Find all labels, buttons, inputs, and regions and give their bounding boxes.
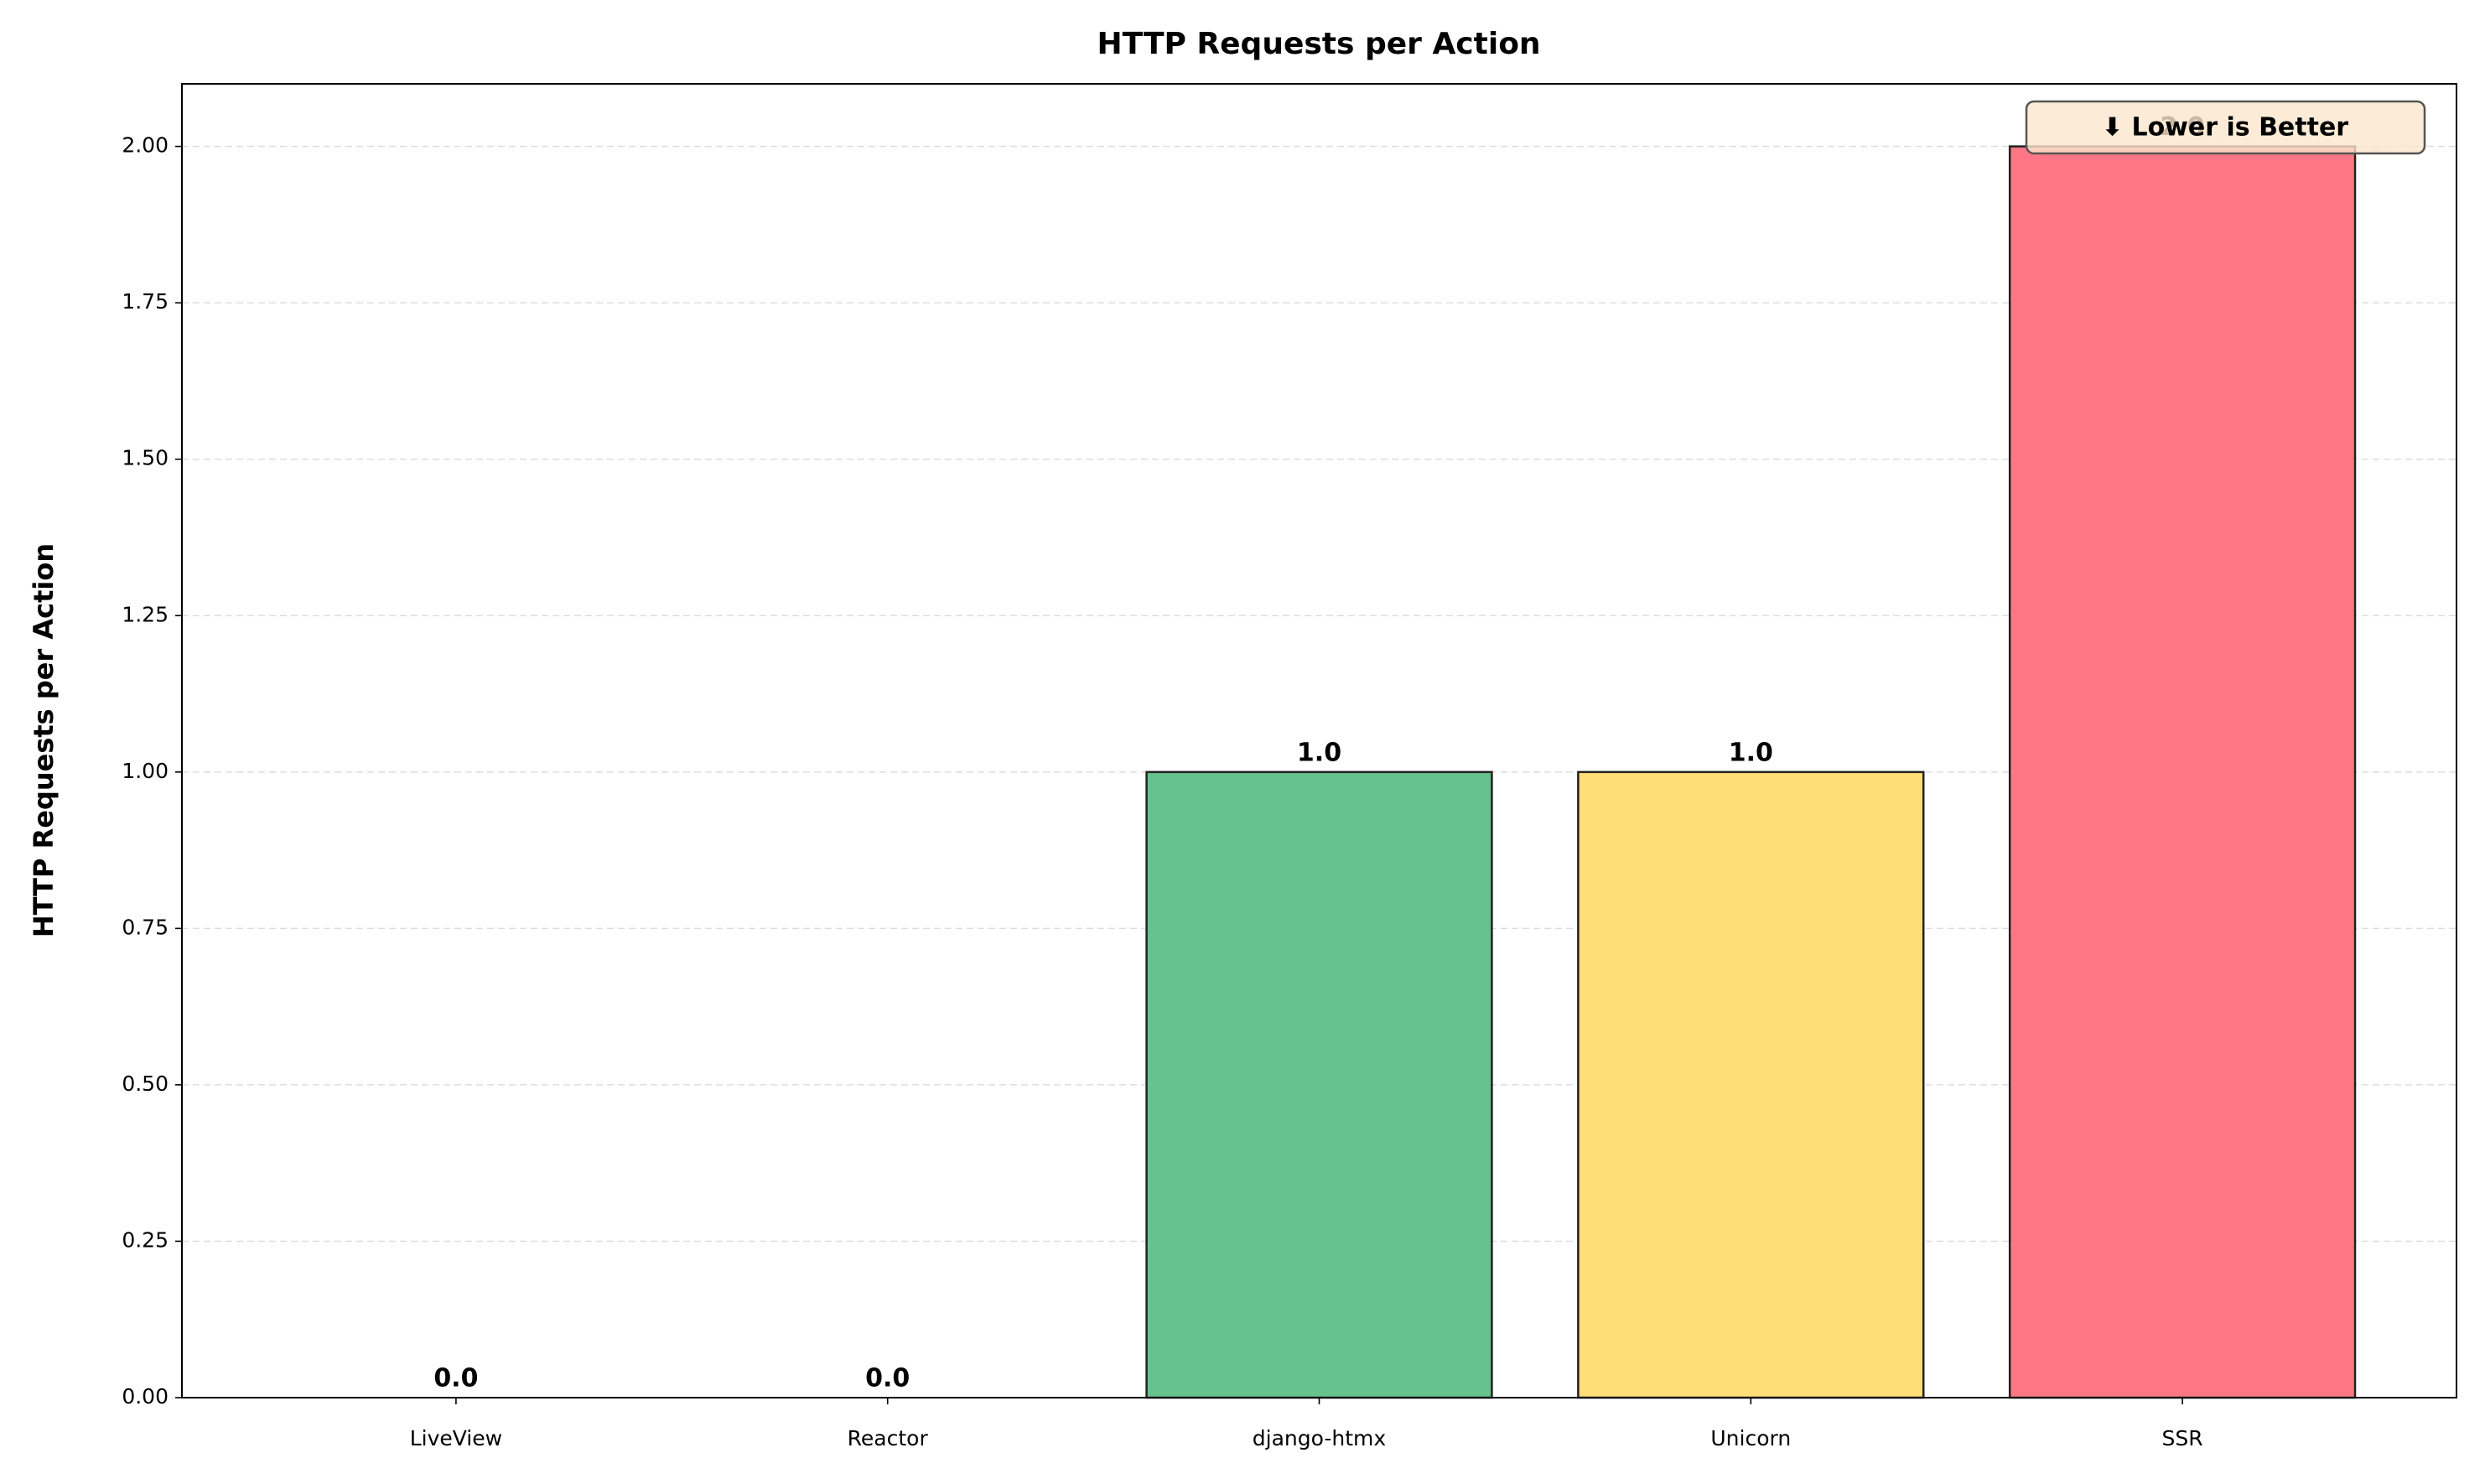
x-tick-label: Reactor [848, 1426, 929, 1450]
x-tick-label: SSR [2162, 1426, 2203, 1450]
x-tick-label: LiveView [410, 1426, 502, 1450]
y-tick-label: 1.50 [122, 446, 169, 470]
value-label: 1.0 [1297, 738, 1341, 767]
x-tick-label: Unicorn [1710, 1426, 1791, 1450]
axes-frame [181, 83, 2457, 1398]
y-tick-label: 1.75 [122, 289, 169, 314]
y-tick-label: 0.50 [122, 1071, 169, 1096]
y-axis-label: HTTP Requests per Action [28, 543, 60, 937]
value-label: 0.0 [865, 1364, 910, 1393]
y-tick-label: 0.00 [122, 1384, 169, 1409]
annotation-box [2025, 100, 2426, 155]
x-tick-label: django-htmx [1253, 1426, 1386, 1450]
y-tick-label: 0.25 [122, 1227, 169, 1252]
y-tick-label: 0.75 [122, 915, 169, 939]
value-label: 1.0 [1729, 738, 1773, 767]
y-tick-label: 1.00 [122, 759, 169, 783]
y-tick-label: 1.25 [122, 602, 169, 626]
value-label: 0.0 [433, 1364, 478, 1393]
y-tick-label: 2.00 [122, 133, 169, 158]
bar [1577, 771, 1925, 1399]
bar [2008, 145, 2357, 1399]
bar [1145, 771, 1493, 1399]
chart-title: HTTP Requests per Action [1097, 27, 1540, 61]
annotation: ⬇ Lower is Better [2102, 113, 2348, 143]
